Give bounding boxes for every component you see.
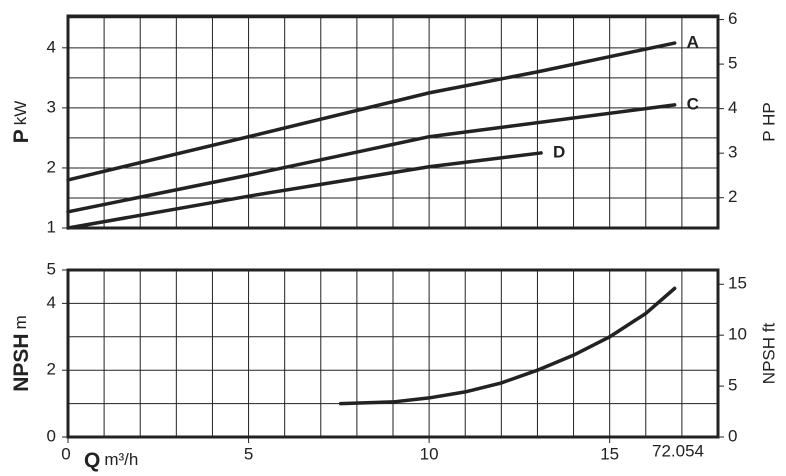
y2-axis-label: P HP [759, 102, 778, 141]
y-tick-label: 0 [47, 426, 56, 445]
curve-label: C [687, 94, 699, 113]
y2-tick-label: 2 [728, 187, 737, 206]
chart-code: 72.054 [652, 441, 704, 460]
y-tick-label: 2 [47, 360, 56, 379]
y2-tick-label: 0 [728, 426, 737, 445]
y-tick-label: 3 [47, 97, 56, 116]
curve [66, 151, 543, 230]
curve [66, 103, 677, 214]
x-axis-label-unit: m³/h [104, 450, 138, 469]
plot-frame [66, 268, 720, 439]
y2-tick-label: 15 [728, 274, 747, 293]
y-axis-label-main: NPSH [10, 333, 33, 391]
curve [66, 41, 677, 182]
y-axis-label: PkW [10, 101, 33, 144]
y2-tick-label: 4 [728, 98, 737, 117]
x-tick-label: 5 [244, 444, 253, 463]
curve [338, 286, 677, 406]
y2-axis-label: NPSH ft [759, 323, 778, 385]
y-axis-label-unit: m [11, 315, 30, 329]
y-tick-label: 4 [47, 37, 56, 56]
curve-label: A [687, 33, 699, 52]
x-tick-label: 0 [61, 444, 70, 463]
y-axis-label: NPSH m [10, 315, 33, 392]
curve-label: D [553, 142, 565, 161]
y-tick-label: 5 [47, 259, 56, 278]
y-axis-label-main: P [10, 129, 33, 143]
x-tick-label: 10 [420, 444, 439, 463]
y2-tick-label: 5 [728, 376, 737, 395]
y2-tick-label: 6 [728, 9, 737, 28]
plot-frame [66, 14, 720, 230]
x-tick-label: 15 [600, 444, 619, 463]
y-tick-label: 1 [47, 217, 56, 236]
y-axis-label-unit: kW [11, 101, 30, 126]
y2-tick-label: 10 [728, 325, 747, 344]
y2-tick-label: 5 [728, 54, 737, 73]
y2-tick-label: 3 [728, 143, 737, 162]
y-tick-label: 4 [47, 293, 56, 312]
x-axis-label-main: Q [84, 449, 100, 472]
y-tick-label: 2 [47, 157, 56, 176]
